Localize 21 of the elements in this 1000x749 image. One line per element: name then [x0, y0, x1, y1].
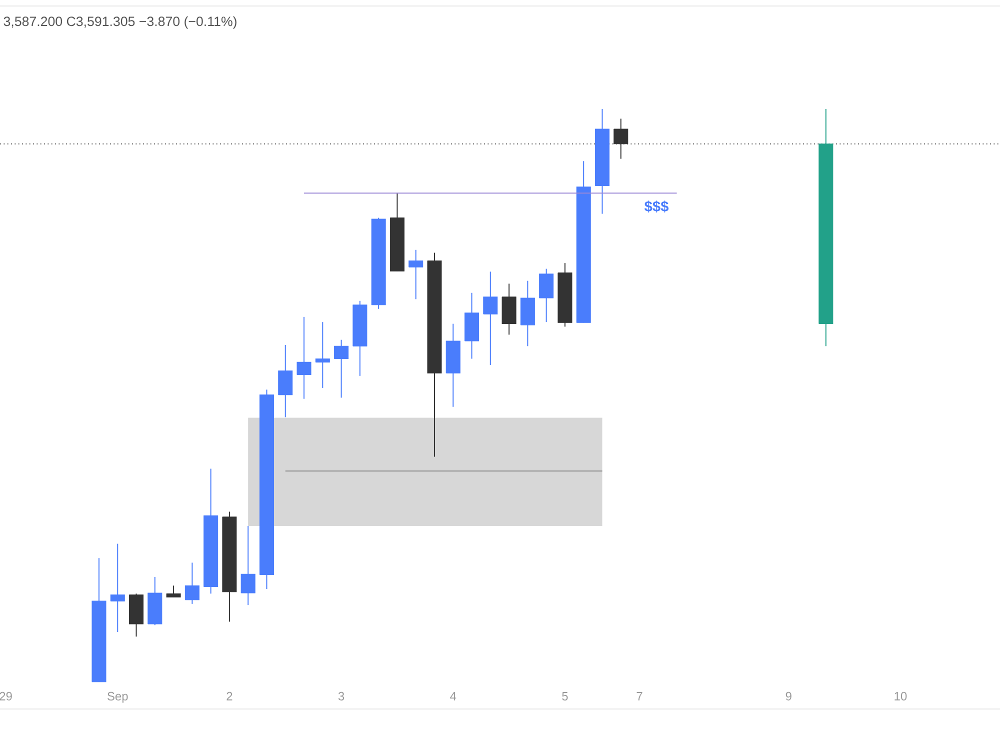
candlestick [334, 339, 349, 398]
x-tick-label: 29 [0, 692, 12, 700]
x-tick-label: 5 [562, 692, 568, 700]
series-label: $$$ [644, 200, 669, 213]
x-tick-label: 10 [894, 692, 907, 700]
candlestick [184, 562, 200, 604]
candlestick [166, 585, 181, 598]
text: 3,587.200 C3,591.305 −3.870 (−0.11%) [4, 16, 236, 29]
x-tick-label: 4 [450, 692, 456, 700]
candlestick [296, 316, 312, 400]
candlestick [110, 543, 125, 632]
candlestick [483, 271, 498, 366]
x-tick-label: 9 [786, 692, 792, 700]
x-tick-label: 2 [226, 692, 232, 700]
candlestick [240, 526, 256, 606]
x-tick-label: Sep [107, 692, 128, 703]
x-tick-label: 3 [338, 692, 344, 700]
candlestick [315, 322, 330, 388]
candlestick [408, 249, 424, 300]
candlestick [614, 118, 628, 160]
x-tick-label: 7 [636, 692, 642, 700]
